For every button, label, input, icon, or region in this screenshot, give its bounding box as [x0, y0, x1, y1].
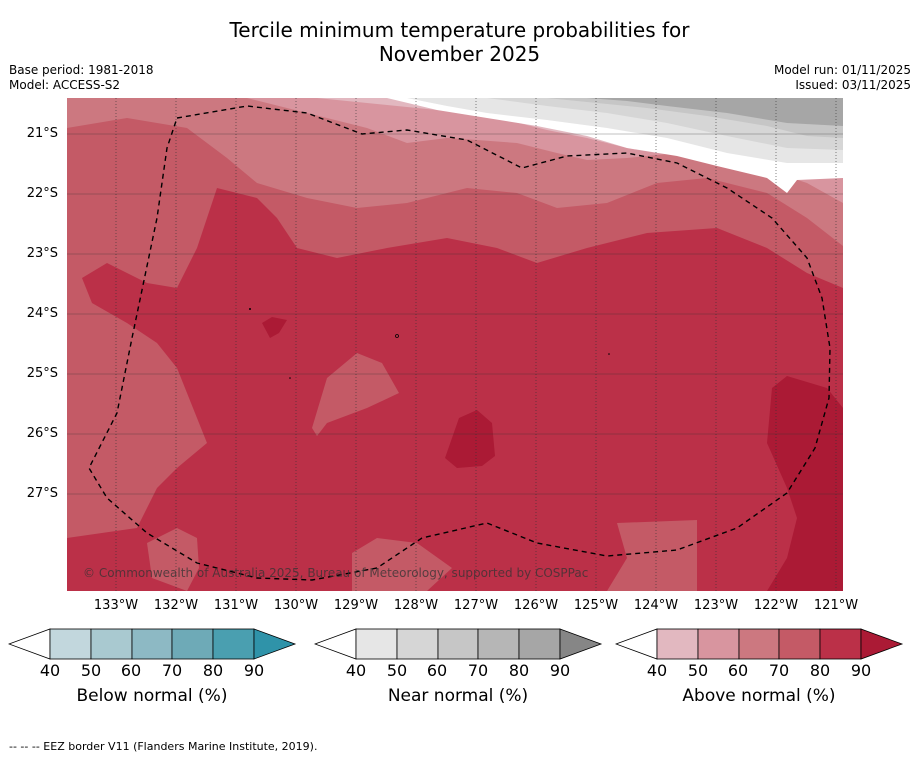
colorbar-segment [49, 628, 92, 660]
colorbar-segment [656, 628, 699, 660]
colorbar-segment [437, 628, 479, 660]
contour-near-70-80 [587, 98, 843, 126]
base-period: Base period: 1981-2018 [9, 63, 154, 77]
contour-90-east [767, 376, 843, 591]
lat-label: 24°S [26, 306, 58, 321]
colorbar-tick: 80 [508, 661, 530, 680]
colorbar-near-normal [314, 628, 603, 660]
title-line-1: Tercile minimum temperature probabilitie… [229, 18, 690, 42]
colorbar-tick: 70 [467, 661, 489, 680]
colorbar-tick: 50 [386, 661, 408, 680]
latitude-gridlines [67, 133, 843, 495]
contour-70-80-southeast [607, 520, 697, 591]
colorbar-tick: 80 [202, 661, 224, 680]
colorbar-label-above: Above normal (%) [682, 686, 836, 706]
lon-label: 131°W [213, 598, 259, 613]
colorbar-tick: 70 [161, 661, 183, 680]
island-marker [289, 377, 291, 379]
colorbar-min-arrow [8, 628, 51, 660]
model-name: Model: ACCESS-S2 [9, 78, 121, 92]
contour-90-centre [445, 410, 495, 468]
colorbar-segment [477, 628, 520, 660]
colorbar-segment [212, 628, 255, 660]
colorbar-above-normal [615, 628, 904, 660]
colorbar-segment [819, 628, 862, 660]
colorbar-min-arrow [615, 628, 658, 660]
lon-label: 121°W [813, 598, 859, 613]
probability-map: © Commonwealth of Australia 2025, Bureau… [67, 98, 843, 591]
colorbar-label-below: Below normal (%) [76, 686, 228, 706]
colorbar-tick: 50 [687, 661, 709, 680]
lon-label: 126°W [513, 598, 559, 613]
colorbar-tick: 80 [809, 661, 831, 680]
lat-label: 21°S [26, 126, 58, 141]
eez-border [88, 105, 831, 581]
footnote: -- -- -- EEZ border V11 (Flanders Marine… [9, 740, 318, 753]
colorbar-tick: 90 [549, 661, 571, 680]
lon-label: 132°W [153, 598, 199, 613]
lat-label: 23°S [26, 246, 58, 261]
lon-label: 125°W [573, 598, 619, 613]
colorbar-segment [90, 628, 133, 660]
colorbar-segment [396, 628, 439, 660]
contour-90-small [262, 317, 287, 338]
lon-label: 123°W [693, 598, 739, 613]
lat-label: 26°S [26, 426, 58, 441]
lat-label: 25°S [26, 366, 58, 381]
colorbar-tick: 90 [243, 661, 265, 680]
colorbar-segment [355, 628, 398, 660]
lat-label: 22°S [26, 186, 58, 201]
colorbar-below-normal [8, 628, 297, 660]
colorbar-tick: 50 [80, 661, 102, 680]
colorbar-tick: 40 [39, 661, 61, 680]
colorbar-max-arrow [860, 628, 904, 660]
lon-label: 122°W [753, 598, 799, 613]
colorbar-tick: 60 [727, 661, 749, 680]
lon-label: 124°W [633, 598, 679, 613]
copyright-text: © Commonwealth of Australia 2025, Bureau… [83, 566, 588, 580]
colorbar-tick: 90 [850, 661, 872, 680]
lat-label: 27°S [26, 486, 58, 501]
contour-70-80-bottom [352, 538, 452, 591]
island-marker [249, 308, 251, 310]
colorbar-segment [171, 628, 214, 660]
issued-date: Issued: 03/11/2025 [795, 78, 911, 92]
colorbar-segment [131, 628, 173, 660]
island-marker [608, 353, 610, 355]
lon-label: 133°W [93, 598, 139, 613]
colorbar-max-arrow [253, 628, 297, 660]
contour-70-80-top [67, 98, 843, 538]
title-line-2: November 2025 [378, 42, 541, 66]
colorbar-max-arrow [559, 628, 603, 660]
colorbar-tick: 40 [646, 661, 668, 680]
map-title: Tercile minimum temperature probabilitie… [0, 18, 919, 66]
lon-label: 127°W [453, 598, 499, 613]
colorbar-segment [738, 628, 780, 660]
meta-right: Model run: 01/11/2025 Issued: 03/11/2025 [774, 63, 911, 93]
model-run: Model run: 01/11/2025 [773, 63, 911, 77]
colorbar-tick: 60 [120, 661, 142, 680]
lon-label: 130°W [273, 598, 319, 613]
colorbar-tick: 60 [426, 661, 448, 680]
meta-left: Base period: 1981-2018 Model: ACCESS-S2 [9, 63, 154, 93]
colorbar-min-arrow [314, 628, 357, 660]
colorbar-label-near: Near normal (%) [387, 686, 529, 706]
colorbar-tick: 70 [768, 661, 790, 680]
colorbar-tick: 40 [345, 661, 367, 680]
map-svg: © Commonwealth of Australia 2025, Bureau… [67, 98, 843, 591]
colorbar-segment [778, 628, 821, 660]
lon-label: 128°W [393, 598, 439, 613]
island-marker [395, 334, 399, 338]
colorbar-segment [697, 628, 740, 660]
lon-label: 129°W [333, 598, 379, 613]
colorbar-segment [518, 628, 561, 660]
longitude-gridlines [115, 98, 837, 591]
contour-70-80-sw-blob [147, 528, 199, 591]
